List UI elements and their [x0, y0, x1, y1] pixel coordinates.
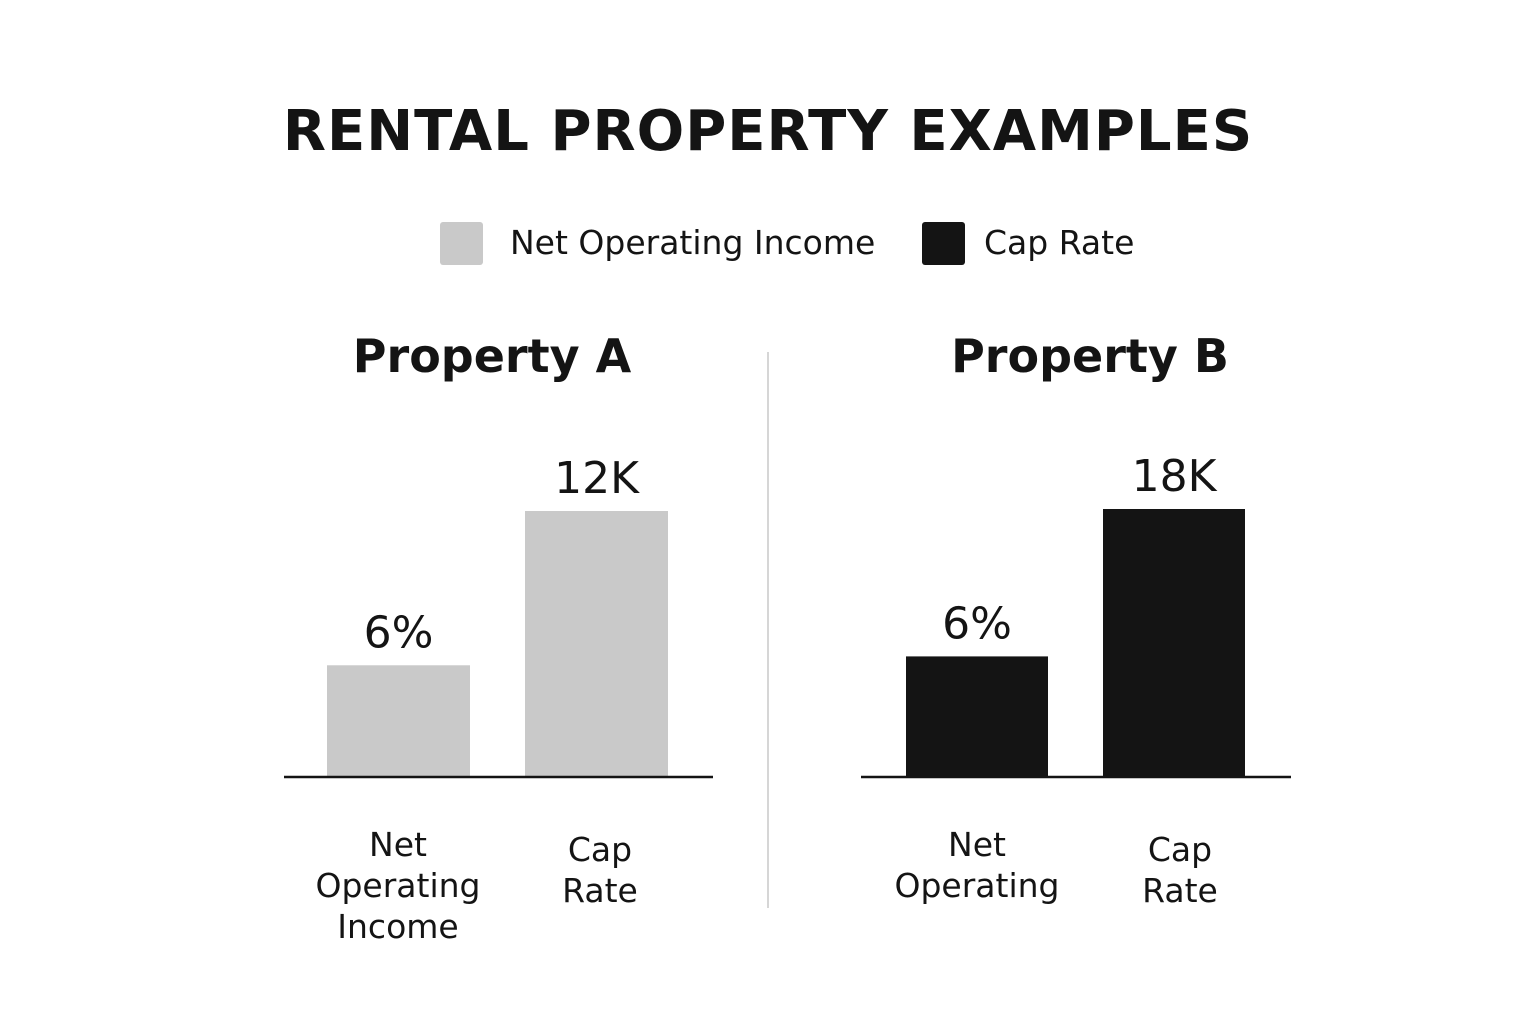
legend: Net Operating Income Cap Rate: [440, 222, 1134, 265]
category-label-line: Income: [337, 907, 458, 946]
panel-b-bar-cap-rate: [1103, 509, 1245, 777]
panel-a-title: Property A: [353, 329, 632, 383]
panel-b-bar-noi: [906, 656, 1048, 777]
legend-label-noi: Net Operating Income: [510, 223, 875, 262]
category-label-line: Cap: [568, 830, 632, 869]
chart-title: RENTAL PROPERTY EXAMPLES: [283, 99, 1253, 164]
category-label-line: Net: [369, 825, 427, 864]
category-label-line: Rate: [562, 871, 638, 910]
panel-b-title: Property B: [951, 329, 1229, 383]
category-label-line: Operating: [316, 866, 481, 905]
panel-a-bar-cap-rate-value-label: 12K: [554, 453, 640, 504]
panel-b: Property B 6% Net Operating 18K Cap Rate: [861, 329, 1291, 910]
legend-swatch-noi: [440, 222, 483, 265]
panel-b-bar-cap-rate-value-label: 18K: [1132, 451, 1218, 502]
panel-b-bar-cap-rate-category-label: Cap Rate: [1142, 830, 1218, 910]
panel-a-bar-noi-value-label: 6%: [364, 607, 434, 658]
category-label-line: Operating: [895, 866, 1060, 905]
panel-b-bar-noi-category-label: Net Operating: [895, 825, 1060, 905]
panel-a-bar-noi: [327, 665, 470, 777]
panel-b-bar-noi-value-label: 6%: [942, 598, 1012, 649]
panel-a: Property A 6% Net Operating Income 12K Cap Rate: [284, 329, 713, 946]
panel-a-bar-cap-rate-category-label: Cap Rate: [562, 830, 638, 910]
panel-a-bar-noi-category-label: Net Operating Income: [316, 825, 481, 946]
category-label-line: Net: [948, 825, 1006, 864]
category-label-line: Cap: [1148, 830, 1212, 869]
legend-swatch-cap-rate: [922, 222, 965, 265]
panel-a-bar-cap-rate: [525, 511, 668, 777]
category-label-line: Rate: [1142, 871, 1218, 910]
legend-label-cap-rate: Cap Rate: [984, 223, 1134, 262]
